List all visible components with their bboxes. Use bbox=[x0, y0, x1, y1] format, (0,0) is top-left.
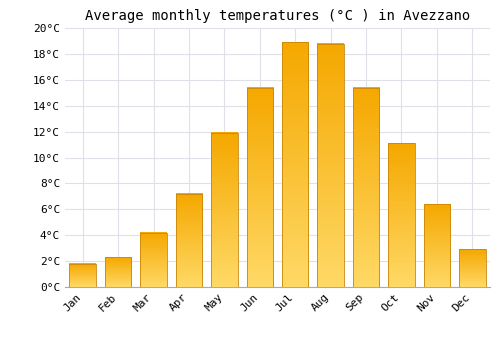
Bar bbox=[388, 143, 414, 287]
Bar bbox=[70, 264, 96, 287]
Bar bbox=[105, 257, 132, 287]
Bar bbox=[318, 43, 344, 287]
Bar bbox=[246, 88, 273, 287]
Bar bbox=[353, 88, 380, 287]
Bar bbox=[424, 204, 450, 287]
Bar bbox=[459, 250, 485, 287]
Bar bbox=[211, 133, 238, 287]
Bar bbox=[140, 233, 167, 287]
Bar bbox=[282, 42, 308, 287]
Bar bbox=[176, 194, 202, 287]
Title: Average monthly temperatures (°C ) in Avezzano: Average monthly temperatures (°C ) in Av… bbox=[85, 9, 470, 23]
